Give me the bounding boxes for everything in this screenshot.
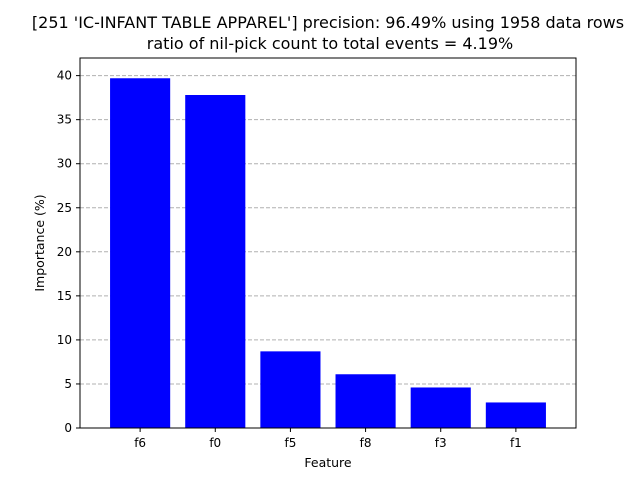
y-tick-label: 15 (57, 289, 72, 303)
bar-f0 (185, 95, 246, 428)
bar-f1 (485, 402, 546, 428)
bar-f5 (260, 351, 321, 428)
chart-title: [251 'IC-INFANT TABLE APPAREL'] precisio… (32, 13, 624, 32)
x-tick-label: f8 (360, 436, 372, 450)
x-tick-label: f0 (209, 436, 221, 450)
y-tick-label: 5 (64, 377, 72, 391)
x-axis-ticks: f6 f0 f5 f8 f3 f1 (134, 428, 522, 450)
y-axis-label: Importance (%) (32, 194, 47, 291)
bar-f6 (110, 78, 171, 428)
y-tick-label: 35 (57, 113, 72, 127)
bar-f3 (410, 387, 471, 428)
y-tick-label: 25 (57, 201, 72, 215)
y-axis-ticks: 0 5 10 15 20 25 30 35 40 (57, 69, 80, 435)
y-tick-label: 20 (57, 245, 72, 259)
y-tick-label: 40 (57, 69, 72, 83)
y-tick-label: 30 (57, 157, 72, 171)
y-tick-label: 0 (64, 421, 72, 435)
x-axis-label: Feature (304, 455, 352, 470)
x-tick-label: f3 (435, 436, 447, 450)
x-tick-label: f6 (134, 436, 146, 450)
plot-frame (79, 57, 577, 429)
bar-f8 (335, 374, 396, 428)
y-gridlines (80, 75, 576, 385)
bars (110, 78, 546, 428)
chart-subtitle: ratio of nil-pick count to total events … (147, 34, 513, 53)
x-tick-label: f5 (284, 436, 296, 450)
x-tick-label: f1 (510, 436, 522, 450)
y-tick-label: 10 (57, 333, 72, 347)
